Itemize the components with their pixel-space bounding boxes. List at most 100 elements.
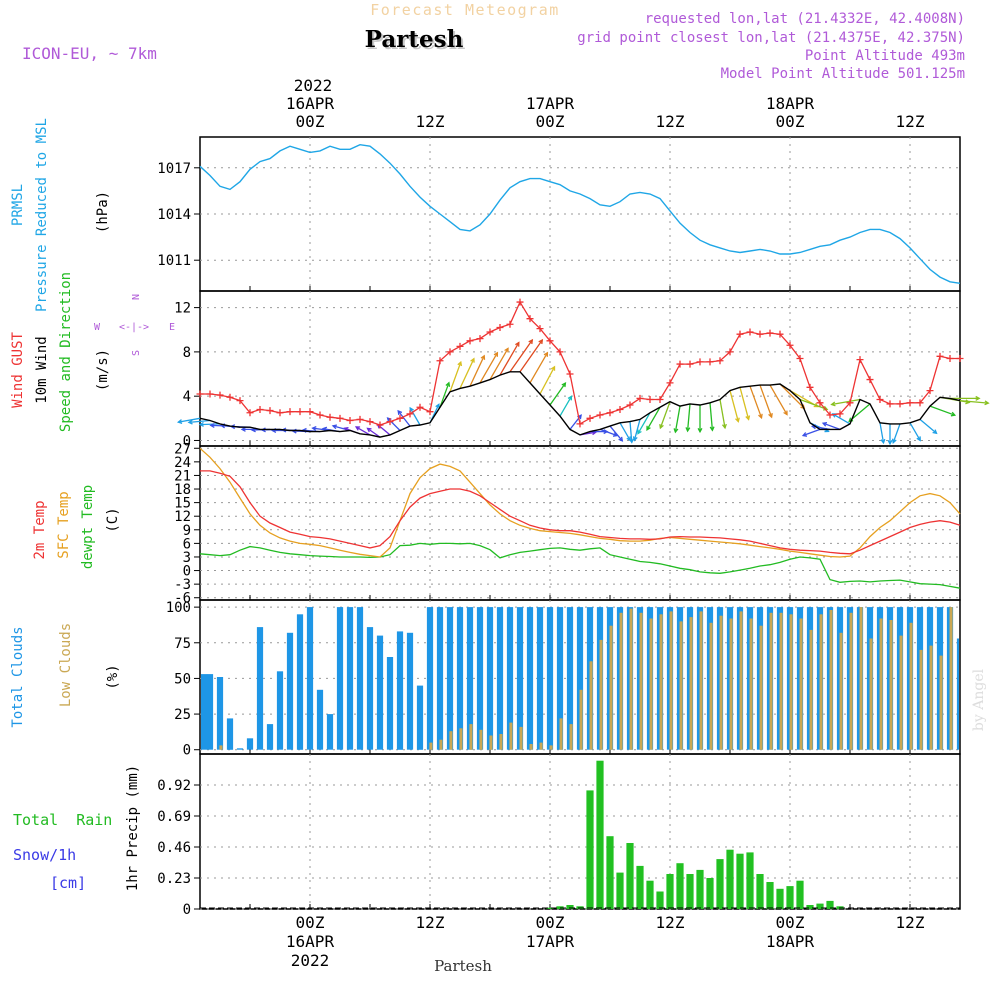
precip-bar [756,874,764,909]
gust-marker [466,337,474,345]
low-cloud-bar [659,614,663,750]
low-cloud-bar [539,742,543,750]
wind-arrow [312,427,331,432]
precip-bar [716,859,724,909]
wind-arrow-head [457,360,463,367]
low-cloud-bar [439,739,443,750]
gust-marker [566,370,574,378]
wind-arrow [822,422,841,431]
wind-arrow-head [697,427,703,434]
total-cloud-bar [416,685,424,750]
wind-arrow-head [561,381,567,388]
precip-bar [656,891,664,909]
low-cloud-bar [609,625,613,750]
total-cloud-bar [526,607,534,750]
gust-marker [366,418,374,426]
total-cloud-bar [456,607,464,750]
low-cloud-bar [459,728,463,750]
gust-marker [906,399,914,407]
gust-marker [806,383,814,391]
bottom-time-label: 12Z [896,913,925,932]
wind-arrow [892,423,901,443]
low-cloud-bar [549,745,553,750]
gust-marker [516,298,524,306]
gust-marker [706,358,714,366]
compass-arrows: <-|-> [119,322,149,333]
wind-arrow-head [354,426,361,431]
total-cloud-bar [296,614,304,750]
precip-bar [796,880,804,909]
y-tick-label: 1014 [157,207,191,223]
gust-marker [856,356,864,364]
precip-bar [806,905,814,909]
wind-arrow [355,426,371,436]
clouds-unit: (%) [105,664,121,689]
wind-arrow [799,398,828,411]
gust-marker [396,414,404,422]
low-cloud-bar [889,620,893,750]
low-cloud-bar [799,618,803,750]
gust-marker [266,407,274,415]
wind-arrow-head [891,438,897,444]
low-cloud-bar [759,625,763,750]
gust-marker [746,328,754,336]
top-time-label: 00Z [536,112,565,131]
wind-arrow-head [176,419,183,425]
y-tick-label: -6 [174,591,191,607]
precip-bar [586,790,594,909]
low-cloud-bar [749,618,753,750]
wind-arrow [879,422,885,443]
precip-bar [706,878,714,909]
wind-arrow [749,385,763,419]
credit-watermark: by Angel [971,668,987,731]
total-cloud-bar [336,607,344,750]
gust-marker [216,391,224,399]
gust-marker [776,330,784,338]
wind-arrow [509,339,533,373]
low-cloud-bar [739,611,743,750]
total-cloud-bar [246,738,254,750]
wind-arrow [499,342,520,376]
wind-arrow-head [821,421,828,427]
total-cloud-bar [556,607,564,750]
wind-dir-label: Speed and Direction [58,272,74,432]
wind-arrow-head [659,424,664,430]
wind-arrow-head [567,395,573,401]
y-tick-label: 15 [174,496,191,512]
low-cloud-bar [619,612,623,750]
total-cloud-bar [266,724,274,750]
gust-marker [956,355,964,363]
gust-marker [296,408,304,416]
y-tick-label: 12 [174,509,191,525]
wind-arrow [559,396,572,417]
gust-marker [336,414,344,422]
gust-marker [646,396,654,403]
low-cloud-bar [499,734,503,750]
precip-bar [826,900,834,909]
compass-e: E [169,322,175,333]
y-tick-label: 0.69 [157,809,191,825]
gust-marker [316,411,324,419]
wind-arrow-head [637,429,642,435]
wind-arrow [802,428,821,437]
y-tick-label: 75 [174,636,191,652]
y-tick-label: 0 [183,902,191,918]
total-cloud-bar [406,632,414,750]
panel-frame [199,753,961,910]
precip-bar [546,907,554,909]
wind-arrow [619,422,631,441]
low-cloud-bar [489,735,493,750]
low-cloud-bar [709,622,713,750]
total-cloud-bar [236,748,244,750]
top-time-label: 00Z [776,112,805,131]
wind-arrow-head [240,426,246,432]
wind-arrow [178,417,201,423]
wind-speed-line [199,371,961,438]
wind-arrow [646,406,661,431]
precip-bar [636,865,644,909]
gust-marker [686,360,694,368]
low-cloud-bar [879,618,883,750]
